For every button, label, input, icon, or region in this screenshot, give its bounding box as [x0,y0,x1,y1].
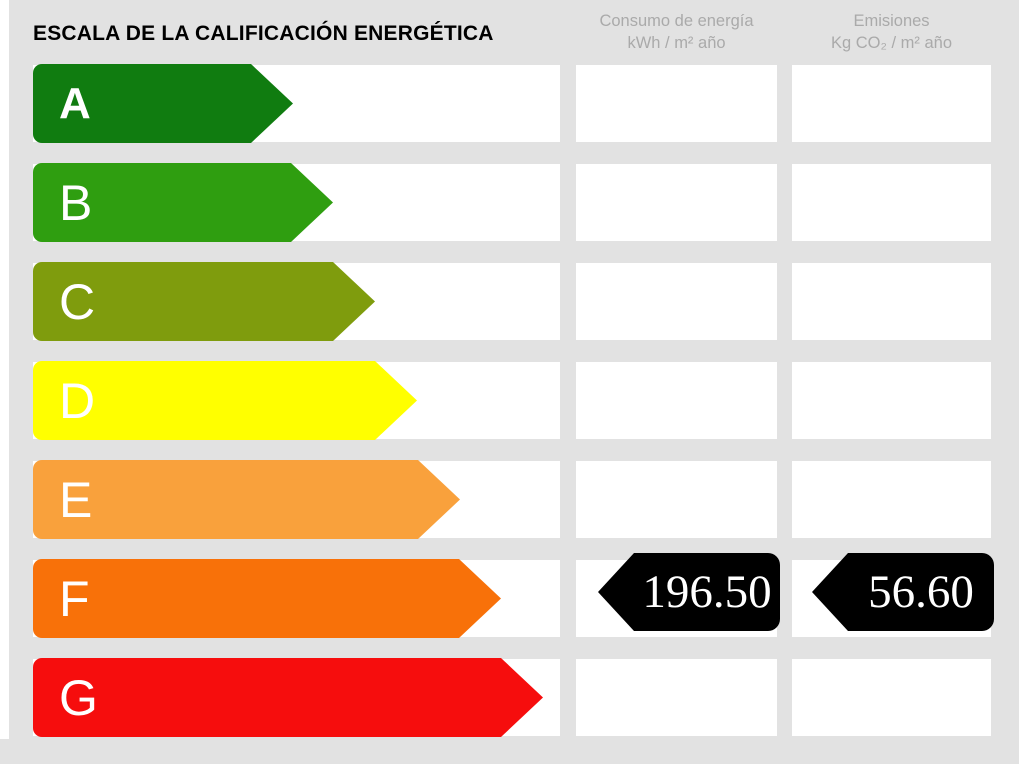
consumption-cell [576,164,777,241]
rating-arrow: E [33,460,460,539]
emissions-cell [792,263,991,340]
rating-arrow: C [33,262,375,341]
emissions-header-line1: Emisiones [853,12,930,30]
arrow-right-tip-icon [459,559,501,638]
emissions-cell [792,659,991,736]
rating-row-e: E [33,460,991,539]
rating-arrow: G [33,658,543,737]
rating-arrow: B [33,163,333,242]
rating-arrow-body: E [33,460,418,539]
arrow-right-tip-icon [333,262,375,341]
rating-letter: G [59,669,98,726]
consumption-header-line2: kWh / m² año [627,34,726,52]
rating-arrow: F [33,559,501,638]
rating-letter: C [59,273,96,330]
rating-arrow: A [33,64,293,143]
consumption-cell [576,362,777,439]
rating-arrow-body: B [33,163,291,242]
consumption-header-line1: Consumo de energía [599,12,754,30]
rating-row-f: 196.50 56.60 F [33,553,994,638]
rating-letter: F [59,570,90,627]
rating-arrow-body: D [33,361,375,440]
emissions-cell [792,65,991,142]
badge-left-arrow-icon [598,553,634,631]
rating-letter: D [59,372,96,429]
rating-letter: B [59,174,93,231]
arrow-right-tip-icon [375,361,417,440]
emissions-header-line2: Kg CO₂ / m² año [830,34,953,52]
consumption-value: 196.50 [642,565,772,618]
emissions-value-badge: 56.60 [812,553,994,631]
rating-row-g: G [33,658,991,737]
consumption-cell [576,659,777,736]
rating-row-d: D [33,361,991,440]
badge-body: 56.60 [848,553,994,631]
rating-row-b: B [33,163,991,242]
rating-row-c: C [33,262,991,341]
arrow-right-tip-icon [251,64,293,143]
rating-row-a: A [33,64,991,143]
arrow-right-tip-icon [501,658,543,737]
emissions-cell [792,461,991,538]
consumption-cell: 196.50 [576,553,780,637]
arrow-right-tip-icon [291,163,333,242]
badge-body: 196.50 [634,553,780,631]
scale-title: ESCALA DE LA CALIFICACIÓN ENERGÉTICA [33,22,494,45]
emissions-value: 56.60 [868,565,974,618]
badge-left-arrow-icon [812,553,848,631]
consumption-value-badge: 196.50 [598,553,780,631]
emissions-cell [792,362,991,439]
rating-arrow-body: A [33,64,251,143]
rating-letter: E [59,471,93,528]
rating-arrow: D [33,361,417,440]
rating-arrow-body: C [33,262,333,341]
consumption-cell [576,263,777,340]
left-edge-strip [0,0,9,739]
emissions-column-header: Emisiones Kg CO₂ / m² año [792,10,991,54]
rating-arrow-body: G [33,658,501,737]
emissions-cell: 56.60 [792,553,994,637]
rating-rows: A B [33,64,994,758]
rating-letter: A [59,78,91,128]
rating-arrow-body: F [33,559,459,638]
consumption-cell [576,461,777,538]
consumption-column-header: Consumo de energía kWh / m² año [576,10,777,54]
arrow-right-tip-icon [418,460,460,539]
emissions-cell [792,164,991,241]
consumption-cell [576,65,777,142]
